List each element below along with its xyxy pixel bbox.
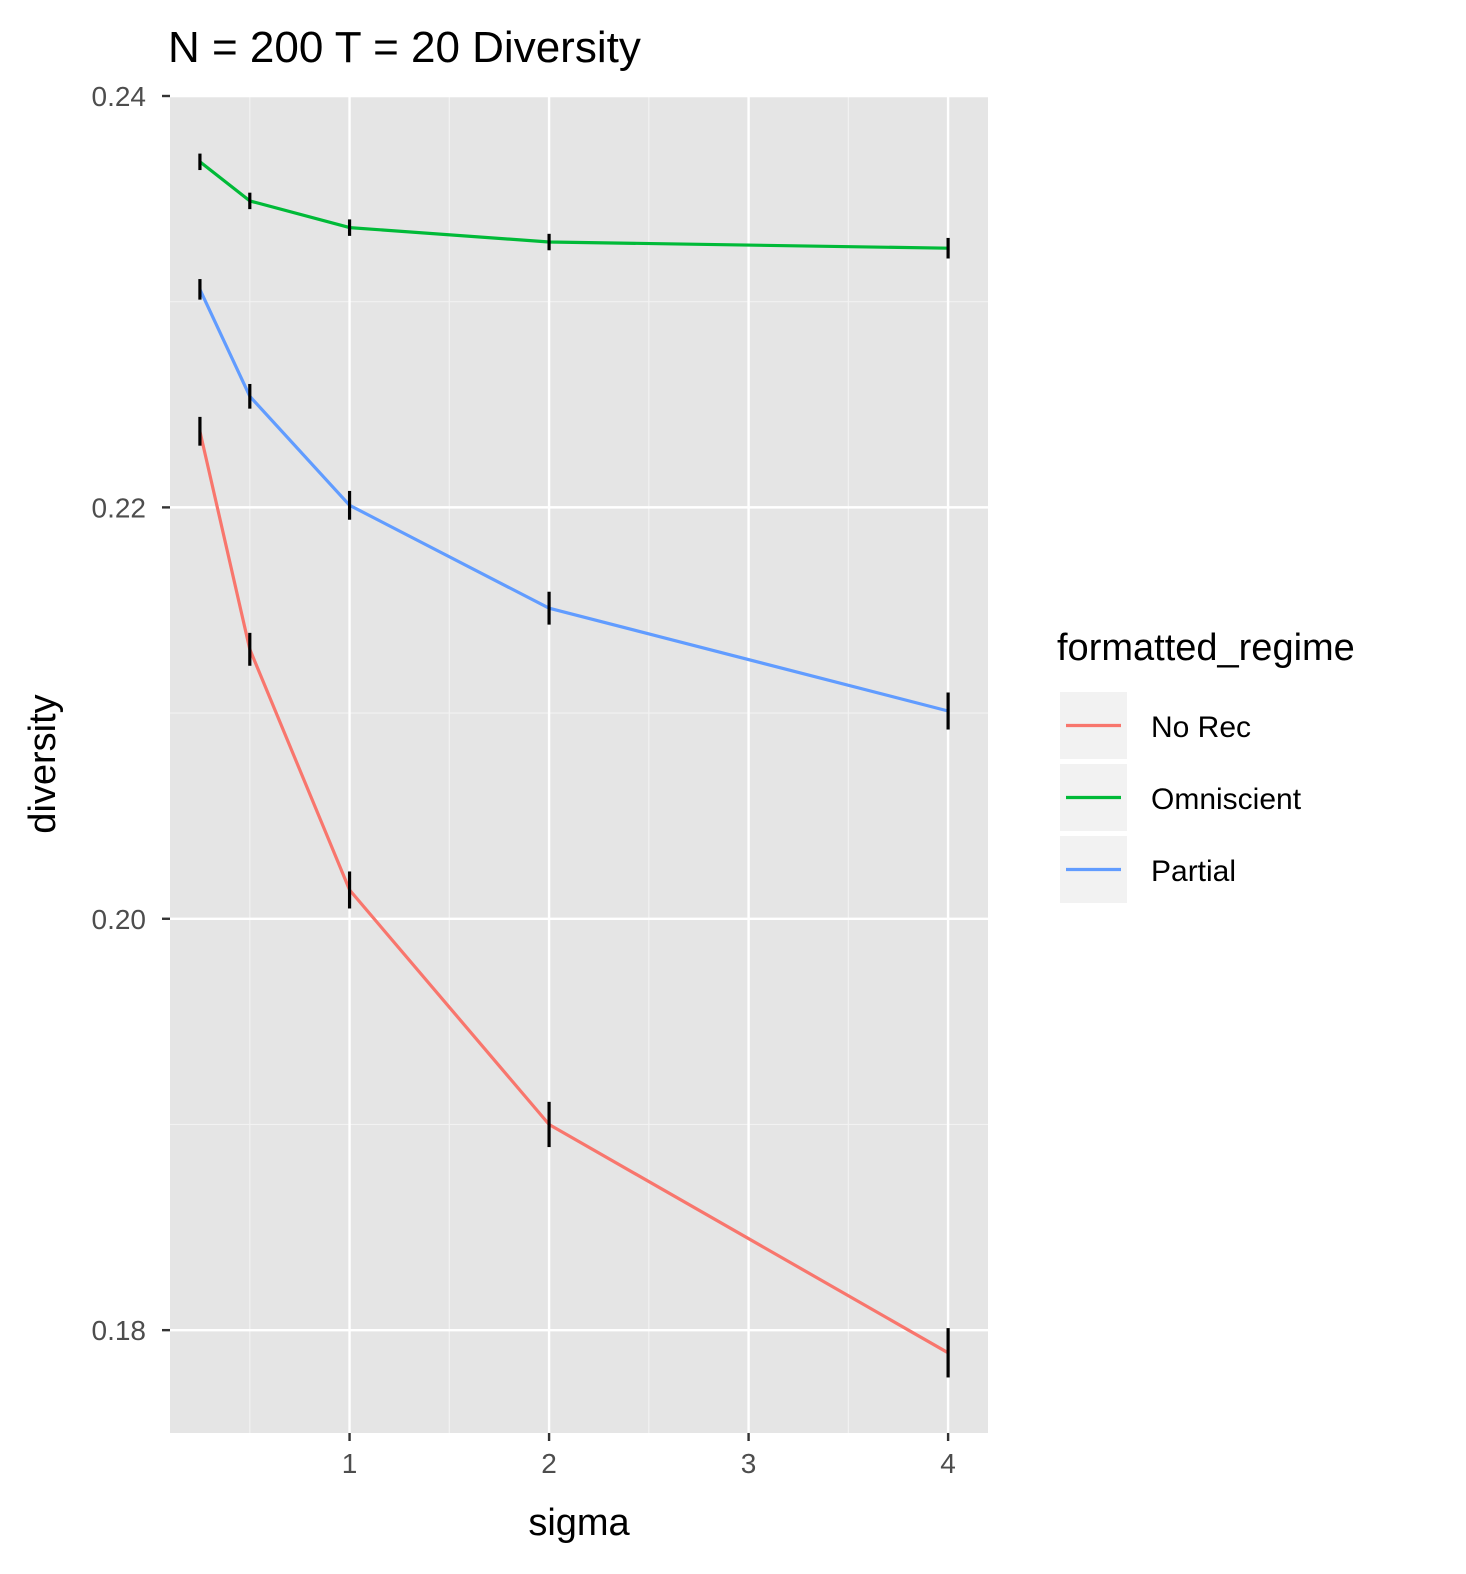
y-tick-label: 0.20 xyxy=(92,904,147,935)
legend-label-partial: Partial xyxy=(1151,855,1236,888)
legend-title: formatted_regime xyxy=(1057,627,1355,669)
x-axis-title: sigma xyxy=(528,1502,630,1544)
major-gridlines xyxy=(170,94,988,1433)
y-axis-title: diversity xyxy=(22,694,64,833)
chart-title: N = 200 T = 20 Diversity xyxy=(168,23,641,72)
y-tick-label: 0.22 xyxy=(92,492,147,523)
y-tick-label: 0.18 xyxy=(92,1315,147,1346)
y-tick-label: 0.24 xyxy=(92,81,147,112)
x-tick-label: 4 xyxy=(940,1448,956,1479)
legend-label-no-rec: No Rec xyxy=(1151,711,1251,744)
error-bars xyxy=(198,153,950,1378)
x-tick-label: 1 xyxy=(342,1448,358,1479)
minor-gridlines xyxy=(170,96,988,1433)
x-tick-label: 3 xyxy=(741,1448,757,1479)
plot-panel xyxy=(170,96,988,1433)
x-tick-label: 2 xyxy=(541,1448,557,1479)
legend-label-omniscient: Omniscient xyxy=(1151,783,1302,816)
axis-ticks: 1 2 3 4 0.18 0.20 0.22 0.24 xyxy=(92,81,956,1479)
legend: formatted_regime No Rec Omniscient Partial xyxy=(1057,627,1355,903)
